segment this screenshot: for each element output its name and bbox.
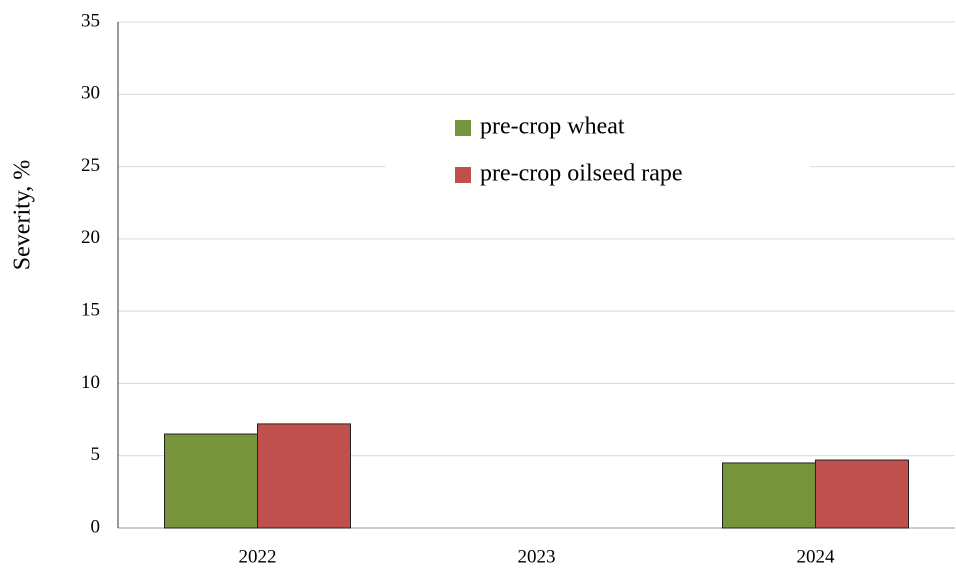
legend-label: pre-crop oilseed rape <box>480 161 683 187</box>
y-axis-label: Severity, % <box>10 160 36 270</box>
legend-swatch <box>455 167 471 183</box>
y-tick-label: 20 <box>81 227 100 248</box>
legend-label: pre-crop wheat <box>480 114 625 140</box>
bar <box>164 433 258 529</box>
y-tick-label: 5 <box>91 444 101 465</box>
y-tick-label: 25 <box>81 155 100 176</box>
bar <box>722 462 816 529</box>
y-tick-label: 30 <box>81 83 100 104</box>
legend-swatch <box>455 120 471 136</box>
y-tick-label: 0 <box>91 516 101 537</box>
y-tick-label: 35 <box>81 10 100 31</box>
y-tick-label: 10 <box>81 372 100 393</box>
y-tick-label: 15 <box>81 300 100 321</box>
x-tick-label: 2024 <box>797 546 836 567</box>
bar <box>815 459 909 529</box>
x-tick-label: 2022 <box>239 546 277 567</box>
x-tick-label: 2023 <box>518 546 556 567</box>
bar <box>257 423 351 529</box>
